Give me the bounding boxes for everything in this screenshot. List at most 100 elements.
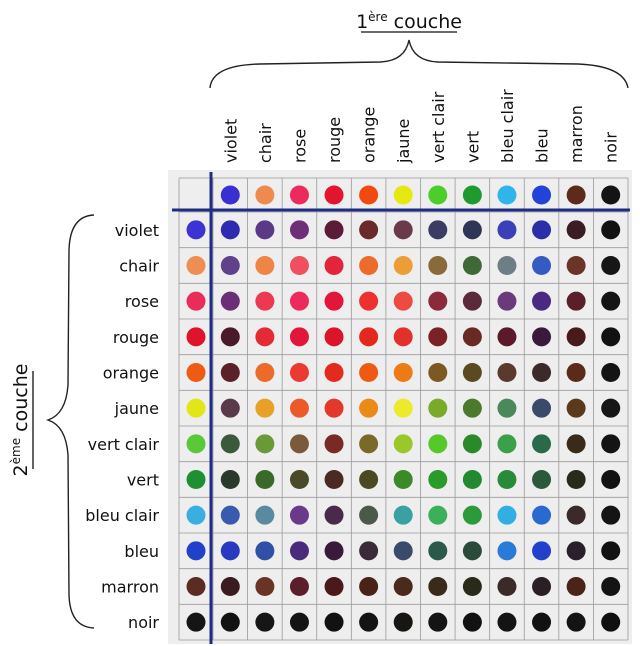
side-axis-superscript: ème [9, 438, 23, 464]
mix-dot [497, 470, 517, 489]
mix-dot [497, 291, 517, 311]
row-label: rouge [113, 328, 159, 347]
mix-dot [289, 291, 309, 311]
header-row-dot [462, 185, 482, 205]
mix-dot [462, 612, 482, 632]
mix-dot [359, 363, 379, 382]
mix-dot [289, 363, 309, 382]
row-label: bleu [124, 542, 159, 561]
mix-dot [532, 291, 552, 311]
mix-dot [393, 220, 413, 240]
mix-dot [220, 505, 240, 525]
mix-dot [601, 256, 621, 275]
mix-dot [428, 220, 448, 240]
mix-dot [255, 577, 275, 596]
header-row-dot [324, 185, 344, 205]
mix-dot [462, 505, 482, 525]
mix-dot [462, 291, 482, 311]
header-column-dot [186, 327, 206, 347]
header-column-dot [186, 398, 206, 418]
side-axis-word: couche [10, 364, 32, 438]
mix-dot [532, 220, 552, 240]
mix-dot [566, 327, 586, 347]
mix-dot [324, 327, 344, 347]
side-axis-title: 2ème couche [9, 364, 34, 477]
mix-dot [566, 577, 586, 596]
top-brace [209, 39, 629, 89]
header-row-dot [255, 185, 275, 205]
mix-dot [462, 256, 482, 275]
mix-dot [220, 398, 240, 418]
top-axis-number: 1 [356, 11, 368, 33]
mix-dot [497, 398, 517, 418]
mix-dot [289, 256, 309, 275]
header-row-dot [566, 185, 586, 205]
mix-dot [601, 612, 621, 632]
header-column-dot [186, 220, 206, 240]
mix-dot [462, 327, 482, 347]
mix-dot [393, 363, 413, 382]
column-label: chair [256, 123, 275, 163]
column-label: rose [290, 129, 309, 163]
mix-dot [393, 256, 413, 275]
mix-dot [324, 220, 344, 240]
mix-dot [359, 220, 379, 240]
mix-dot [497, 256, 517, 275]
mix-dot [497, 363, 517, 382]
mix-dot [324, 612, 344, 632]
header-column-dot [186, 541, 206, 561]
mix-dot [289, 327, 309, 347]
mix-dot [289, 398, 309, 418]
mix-dot [359, 398, 379, 418]
mix-dot [566, 291, 586, 311]
mix-dot [601, 398, 621, 418]
mix-dot [566, 470, 586, 489]
row-label: marron [101, 578, 159, 597]
column-label: bleu clair [498, 89, 517, 163]
header-column-dot [186, 470, 206, 489]
top-axis-superscript: ère [368, 10, 387, 24]
mix-dot [462, 363, 482, 382]
mix-dot [289, 612, 309, 632]
mix-dot [393, 505, 413, 525]
mix-dot [428, 398, 448, 418]
mix-dot [601, 470, 621, 489]
row-label: rose [125, 292, 159, 311]
mix-dot [566, 220, 586, 240]
side-axis-number: 2 [10, 464, 32, 476]
mix-dot [428, 291, 448, 311]
mix-dot [359, 291, 379, 311]
header-column-dot [186, 256, 206, 275]
mix-dot [601, 363, 621, 382]
row-label: noir [128, 613, 159, 632]
mix-dot [497, 612, 517, 632]
header-row-dot [289, 185, 309, 205]
mix-dot [532, 577, 552, 596]
mix-dot [220, 327, 240, 347]
column-label: violet [221, 119, 240, 163]
mix-dot [566, 434, 586, 454]
mix-dot [289, 505, 309, 525]
mix-dot [428, 577, 448, 596]
header-row-dot [497, 185, 517, 205]
mix-dot [428, 434, 448, 454]
row-label: vert clair [88, 435, 160, 454]
mix-dot [393, 577, 413, 596]
header-row-dot [601, 185, 621, 205]
top-axis-title: 1ère couche [356, 10, 462, 33]
header-column-dot [186, 612, 206, 632]
mix-dot [462, 541, 482, 561]
mix-dot [566, 612, 586, 632]
mix-dot [601, 327, 621, 347]
svg-text:2ème couche: 2ème couche [9, 364, 32, 477]
mix-dot [324, 398, 344, 418]
mix-dot [289, 577, 309, 596]
mix-dot [601, 220, 621, 240]
mix-dot [497, 505, 517, 525]
mix-dot [324, 577, 344, 596]
column-label: orange [360, 107, 379, 163]
mix-dot [359, 327, 379, 347]
column-labels: violet chair rose rouge orange jaune vert clai… [221, 89, 620, 164]
row-label: bleu clair [85, 506, 159, 525]
mix-dot [289, 470, 309, 489]
